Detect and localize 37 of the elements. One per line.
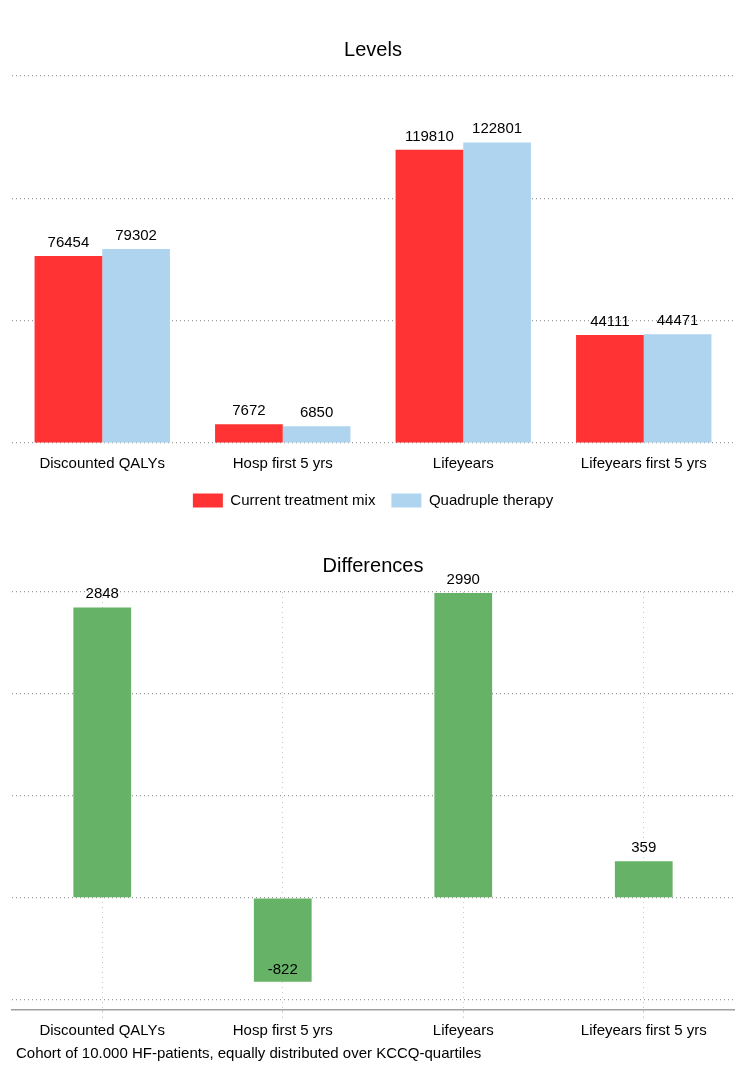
legend-label: Quadruple therapy bbox=[428, 490, 554, 508]
data-label: 44471 bbox=[656, 310, 699, 328]
bar bbox=[614, 861, 673, 898]
bar bbox=[102, 248, 170, 443]
bar bbox=[73, 607, 132, 898]
x-tick-label: Discounted QALYs bbox=[39, 454, 166, 472]
data-label: 359 bbox=[631, 837, 657, 855]
data-label: 79302 bbox=[115, 225, 157, 243]
legend-label: Current treatment mix bbox=[230, 490, 376, 508]
data-label: 2848 bbox=[85, 584, 119, 602]
chart-title: Differences bbox=[322, 553, 424, 576]
data-label: 119810 bbox=[404, 126, 454, 144]
x-tick-label: Discounted QALYs bbox=[39, 1021, 166, 1039]
data-label: 122801 bbox=[472, 119, 523, 137]
bar bbox=[643, 334, 712, 443]
bar bbox=[395, 149, 464, 443]
x-tick-label: Lifeyears first 5 yrs bbox=[580, 1021, 707, 1039]
bar bbox=[215, 424, 283, 443]
bar bbox=[282, 426, 351, 443]
bar bbox=[253, 898, 312, 982]
bar bbox=[434, 593, 493, 898]
x-tick-label: Lifeyears bbox=[432, 1021, 494, 1039]
data-label: 6850 bbox=[299, 402, 334, 420]
data-label: 44111 bbox=[590, 311, 630, 329]
chart-title: Levels bbox=[344, 37, 402, 60]
x-tick-label: Hosp first 5 yrs bbox=[232, 454, 333, 472]
data-label: 2990 bbox=[446, 569, 480, 587]
data-label: -822 bbox=[267, 960, 298, 978]
x-tick-label: Lifeyears bbox=[432, 454, 494, 472]
bar bbox=[576, 335, 644, 443]
x-tick-label: Lifeyears first 5 yrs bbox=[580, 454, 707, 472]
text: Cohort of 10.000 HF-patients, equally distributed over KCCQ-quartiles bbox=[16, 1044, 483, 1061]
bar bbox=[34, 255, 103, 443]
x-tick-label: Hosp first 5 yrs bbox=[232, 1021, 333, 1039]
bar bbox=[463, 142, 531, 443]
data-label: 7672 bbox=[232, 400, 266, 418]
data-label: 76454 bbox=[47, 232, 90, 250]
